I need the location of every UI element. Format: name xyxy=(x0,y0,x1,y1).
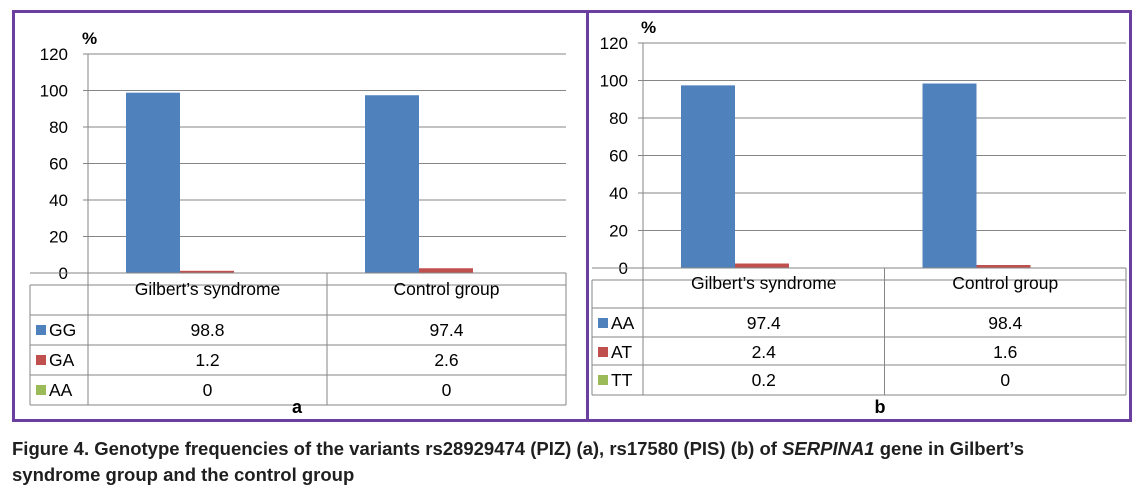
legend-label: TT xyxy=(611,370,633,390)
data-value-label: 97.4 xyxy=(429,320,463,340)
bar-aa-0 xyxy=(681,85,735,268)
legend-key-tt xyxy=(598,375,608,385)
y-tick-label: 60 xyxy=(609,147,628,166)
legend-label: AA xyxy=(49,380,73,400)
y-tick-label: 120 xyxy=(40,45,68,64)
y-tick-label: 40 xyxy=(49,191,68,210)
legend-label: GA xyxy=(49,350,75,370)
legend-label: AA xyxy=(611,313,635,333)
y-tick-label: 100 xyxy=(40,82,68,101)
panel-divider xyxy=(586,10,589,422)
legend-key-ga xyxy=(36,355,46,365)
data-value-label: 2.4 xyxy=(752,342,777,362)
bar-gg-0 xyxy=(126,92,180,273)
data-value-label: 98.4 xyxy=(988,313,1022,333)
caption-text-end: gene in Gilbert’s xyxy=(874,438,1024,459)
legend-key-at xyxy=(598,347,608,357)
figure-caption: Figure 4. Genotype frequencies of the va… xyxy=(12,436,1140,488)
y-tick-label: 40 xyxy=(609,184,628,203)
data-value-label: 0.2 xyxy=(752,370,776,390)
bar-gg-1 xyxy=(365,95,419,274)
data-value-label: 98.8 xyxy=(190,320,224,340)
category-label: Gilbert’s syndrome xyxy=(691,273,837,293)
data-value-label: 1.2 xyxy=(195,350,219,370)
y-tick-label: 20 xyxy=(609,222,628,241)
y-tick-label: 20 xyxy=(49,228,68,247)
y-tick-label: 80 xyxy=(609,109,628,128)
data-value-label: 0 xyxy=(203,380,213,400)
panel-label: a xyxy=(292,397,303,417)
caption-text-line2: syndrome group and the control group xyxy=(12,464,355,485)
legend-key-aa xyxy=(598,318,608,328)
data-value-label: 0 xyxy=(442,380,452,400)
bar-ga-0 xyxy=(180,270,234,273)
data-value-label: 97.4 xyxy=(747,313,781,333)
data-value-label: 2.6 xyxy=(434,350,458,370)
y-tick-label: 120 xyxy=(600,34,628,53)
y-axis-unit-label: % xyxy=(641,18,656,37)
category-label: Control group xyxy=(952,273,1058,293)
bar-ga-1 xyxy=(419,268,473,273)
category-label: Control group xyxy=(393,279,499,299)
legend-label: AT xyxy=(611,342,632,362)
data-value-label: 0 xyxy=(1000,370,1010,390)
category-label: Gilbert’s syndrome xyxy=(135,279,281,299)
legend-key-aa xyxy=(36,385,46,395)
legend-key-gg xyxy=(36,325,46,335)
y-tick-label: 80 xyxy=(49,118,68,137)
panel-label: b xyxy=(875,397,886,417)
data-value-label: 1.6 xyxy=(993,342,1017,362)
caption-text-start: Figure 4. Genotype frequencies of the va… xyxy=(12,438,783,459)
bar-at-1 xyxy=(976,265,1031,268)
caption-gene-name: SERPINA1 xyxy=(782,438,875,459)
y-tick-label: 60 xyxy=(49,155,68,174)
y-tick-label: 100 xyxy=(600,72,628,91)
legend-label: GG xyxy=(49,320,76,340)
y-axis-unit-label: % xyxy=(82,29,97,48)
bar-aa-1 xyxy=(922,83,977,268)
bar-at-0 xyxy=(735,263,789,268)
